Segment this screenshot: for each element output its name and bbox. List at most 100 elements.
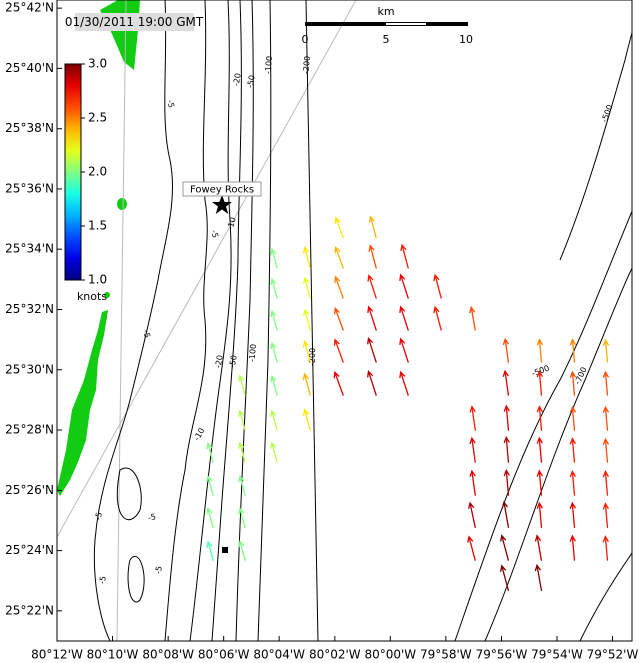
colorbar [64,63,82,281]
marker [222,547,228,553]
y-tick-label: 25°24'N [5,543,54,557]
x-tick-label: 80°04'W [253,648,305,662]
current-vector [367,370,377,396]
current-vector [399,337,409,363]
contour-label: -5 [154,565,164,574]
current-vector [602,405,610,431]
current-vector [270,409,278,431]
contour-label: -5 [147,512,156,522]
contour-label: -5 [166,99,176,108]
y-tick-label: 25°26'N [5,483,54,497]
current-vector [569,338,577,363]
current-vector [503,468,510,496]
station-star [212,195,232,214]
current-vector [238,441,246,463]
current-vector [469,405,476,431]
x-tick-label: 79°54'W [531,648,583,662]
current-vector [333,338,344,363]
contours [93,0,632,641]
y-tick-label: 25°42'N [5,1,54,15]
current-vector [500,564,510,592]
contour-label: -5 [210,229,220,238]
current-vector [569,370,577,396]
y-tick-label: 25°40'N [5,61,54,75]
current-vector [367,274,377,299]
y-tick-label: 25°28'N [5,422,54,436]
scale-bar: km 0 5 10 [302,5,474,46]
y-tick-label: 25°32'N [5,302,54,316]
current-vector [536,469,543,496]
y-tick-label: 25°30'N [5,362,54,376]
x-tick-label: 80°02'W [309,648,361,662]
current-vector [468,305,476,331]
current-vector [368,244,377,269]
current-vector [238,374,246,396]
contour-label: -50 [246,74,257,88]
current-vector [534,534,543,561]
current-vector [502,369,510,396]
contour-label: -5 [142,329,152,338]
contour-label: -500 [530,364,550,379]
current-vector [469,436,476,463]
colorbar-tick-label: 2.5 [88,111,107,125]
contour-label: -100 [264,56,275,75]
current-vector [503,435,510,463]
x-tick-label: 80°00'W [364,648,416,662]
contour-label: -500 [600,103,615,123]
current-vector [302,408,311,431]
current-vector [569,501,576,528]
current-vector [602,470,610,496]
current-vector [569,470,577,496]
current-vector [303,276,311,299]
colorbar-tick-label: 3.0 [88,57,107,71]
current-vector [433,273,442,299]
contour-label: -10 [226,216,238,231]
current-vector [534,563,543,592]
current-vector [334,275,344,299]
current-vector [400,243,409,269]
reference-lines [57,0,357,641]
x-tick-label: 79°56'W [476,648,528,662]
contour-label: -10 [192,426,206,442]
x-tick-label: 79°58'W [420,648,472,662]
current-vector [270,309,278,331]
current-vector [467,501,476,528]
frame [56,0,633,642]
current-vector [270,374,278,396]
site-label: Fowey Rocks [190,185,254,196]
current-vector [536,405,544,431]
current-vector [569,437,577,463]
current-vector [270,441,278,463]
scale-label: 10 [459,33,473,46]
x-tick-label: 80°08'W [142,648,194,662]
colorbar-tick-label: 1.0 [88,273,107,287]
current-vector [501,500,510,528]
colorbar-unit: knots [77,290,107,303]
current-vector [334,306,344,331]
scale-unit: km [377,5,394,18]
contour-label: -5 [94,511,104,520]
current-vector [602,370,610,396]
colorbar-tick-label: 2.0 [88,165,107,179]
current-vector [502,337,510,363]
x-tick-label: 79°52'W [587,648,639,662]
current-vector [206,441,214,463]
colorbar-tick-label: 1.5 [88,219,107,233]
site-label-box [182,181,262,197]
contour-label: -200 [308,348,318,366]
scale-label: 5 [383,33,390,46]
current-vector [238,409,246,431]
current-vector [503,404,510,431]
contour-label: -5 [98,575,108,584]
current-vector [536,501,543,528]
contour-label: -50 [228,354,239,368]
current-vector [302,340,311,363]
current-vector [536,436,543,463]
current-vector [238,474,246,496]
current-vector [602,437,610,463]
current-vector [433,305,442,331]
x-tick-label: 80°12'W [31,648,83,662]
current-vector [238,507,246,528]
timestamp: 01/30/2011 19:00 GMT [65,15,204,29]
map-area: -5 -20 -50 -100 -200 -500 -5 -10 -5 -20 … [57,0,632,641]
